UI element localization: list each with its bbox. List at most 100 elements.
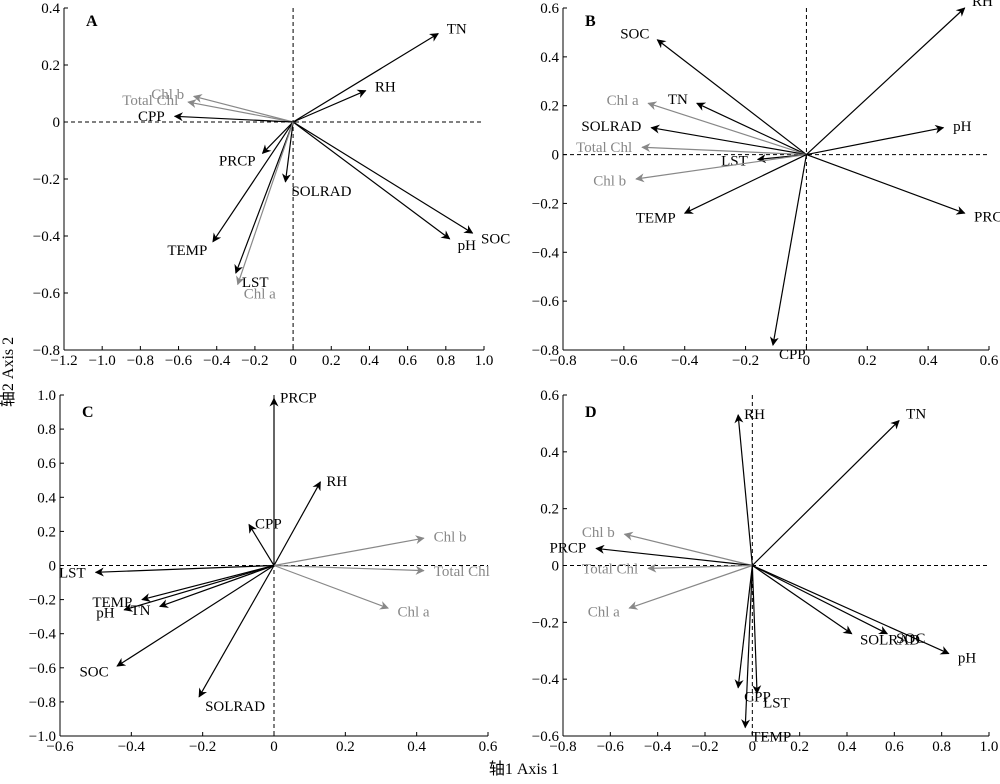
vector-label-prcp: PRCP <box>280 390 317 406</box>
vector-label-rh: RH <box>375 80 396 96</box>
vector-label-soc: SOC <box>896 631 925 647</box>
vector-label-tn: TN <box>906 407 926 423</box>
vector-label-soc: SOC <box>620 27 649 43</box>
y-tick-label: 0.8 <box>37 422 56 438</box>
vector-label-chl-a: Chl a <box>398 605 430 621</box>
vector-label-chl-b: Chl b <box>593 173 626 189</box>
x-tick-label: −1.2 <box>50 353 77 369</box>
x-tick-label: 1.0 <box>980 739 999 755</box>
y-tick-label: 0.4 <box>41 1 60 17</box>
panel-c: −0.6 −0.4 −0.2 0 0.2 0.4 0.6 −1.0 −0.8 −0.6 −0.4 −0… <box>29 388 498 755</box>
vector-label-cpp: CPP <box>255 517 282 533</box>
vector-label-solrad: SOLRAD <box>860 632 920 648</box>
vector-label-ph: pH <box>458 238 477 254</box>
vector-arrow-ph <box>752 564 950 655</box>
vector-label-soc: SOC <box>481 231 510 247</box>
x-tick-label: −0.2 <box>732 353 759 369</box>
vector-label-temp: TEMP <box>167 243 207 259</box>
x-tick-label: 0.4 <box>407 739 426 755</box>
panel-label: B <box>585 13 596 30</box>
y-tick-label: 0 <box>49 559 57 575</box>
vector-arrow-solrad <box>282 121 294 183</box>
x-tick-label: −0.2 <box>691 739 718 755</box>
vector-label-rh: RH <box>972 0 993 10</box>
vector-arrow-solrad <box>198 565 275 698</box>
y-tick-label: 0.2 <box>540 502 559 518</box>
x-tick-label: 0 <box>289 353 297 369</box>
panel-a: −1.2 −1.0 −0.8 −0.6 −0.4 −0.2 0 0.2 0.4 0.6 0.8 1.0… <box>33 1 510 369</box>
y-tick-label: 0.2 <box>41 58 60 74</box>
y-tick-label: 0 <box>552 559 560 575</box>
x-tick-label: 0 <box>803 353 811 369</box>
x-tick-label: 0.6 <box>980 353 999 369</box>
vector-label-tn: TN <box>447 21 467 37</box>
panel-label: C <box>82 404 94 421</box>
y-tick-label: −0.4 <box>532 672 560 688</box>
y-tick-label: −0.4 <box>33 229 61 245</box>
vector-arrow-temp <box>212 121 294 243</box>
y-tick-label: −0.6 <box>33 286 61 302</box>
vector-arrow-chl-a <box>647 101 807 156</box>
x-tick-label: 1.0 <box>475 353 494 369</box>
vector-label-chl-a: Chl a <box>607 93 639 109</box>
vector-label-total-chl: Total Chl <box>576 140 632 156</box>
vector-label-chl-b: Chl b <box>151 87 184 103</box>
x-tick-label: −1.0 <box>89 353 116 369</box>
vector-label-tn: TN <box>130 603 150 619</box>
vector-label-lst: LST <box>763 695 790 711</box>
y-tick-label: −0.2 <box>33 172 60 188</box>
x-tick-label: −0.4 <box>118 739 146 755</box>
vector-arrow-chl-b <box>635 153 807 183</box>
y-tick-label: −0.8 <box>532 343 559 359</box>
x-tick-label: −0.6 <box>610 353 638 369</box>
vector-arrow-cpp <box>248 523 275 566</box>
vector-label-total-chl: Total Chl <box>582 562 638 578</box>
vector-label-ph: pH <box>958 651 977 667</box>
vector-label-cpp: CPP <box>779 347 806 363</box>
vector-arrow-chl-a <box>236 121 294 286</box>
y-tick-label: 0.4 <box>37 490 56 506</box>
vector-arrow-soc <box>656 39 807 156</box>
y-tick-label: 0 <box>552 148 560 164</box>
vector-label-rh: RH <box>744 407 765 423</box>
y-tick-label: −0.6 <box>532 729 560 745</box>
vector-arrow-tn <box>159 564 275 608</box>
vector-arrow-soc <box>752 564 889 635</box>
vector-arrow-total-chl <box>273 564 425 575</box>
vector-arrow-lst <box>94 564 275 577</box>
vector-label-solrad: SOLRAD <box>581 119 641 135</box>
vector-arrow-ph <box>123 564 275 612</box>
x-tick-label: 0.8 <box>436 353 455 369</box>
vector-label-total-chl: Total Chl <box>122 93 178 109</box>
y-tick-label: 0 <box>53 115 61 131</box>
x-tick-label: 0.2 <box>336 739 355 755</box>
vector-label-solrad: SOLRAD <box>291 184 351 200</box>
figure-xlabel: 轴1 Axis 1 <box>489 760 559 778</box>
vector-arrow-tn <box>292 33 439 123</box>
vector-arrow-rh <box>292 89 367 123</box>
y-tick-label: −0.6 <box>29 661 57 677</box>
panel-b: −0.8 −0.6 −0.4 −0.2 0 0.2 0.4 0.6 −0.8 −0.6 −0.4 −0… <box>532 0 1000 369</box>
vector-arrow-tn <box>696 102 807 156</box>
x-tick-label: 0.4 <box>919 353 938 369</box>
vector-label-ph: pH <box>96 606 115 622</box>
vector-label-temp: TEMP <box>636 211 676 227</box>
vector-arrow-prcp <box>595 544 753 567</box>
x-tick-label: −0.6 <box>165 353 193 369</box>
vector-arrow-chl-b <box>192 94 294 123</box>
x-tick-label: 0.6 <box>398 353 417 369</box>
panel-label: A <box>86 13 98 30</box>
vector-label-chl-b: Chl b <box>434 529 467 545</box>
x-tick-label: −0.2 <box>241 353 268 369</box>
vector-arrow-soc <box>116 564 275 667</box>
x-tick-label: −0.4 <box>671 353 699 369</box>
vector-arrow-prcp <box>806 154 966 215</box>
vector-label-solrad: SOLRAD <box>205 699 265 715</box>
y-tick-label: −0.6 <box>532 294 560 310</box>
vector-label-prcp: PRCP <box>219 154 256 170</box>
y-tick-label: 0.6 <box>540 388 559 404</box>
y-tick-label: −1.0 <box>29 729 56 745</box>
x-tick-label: 0.4 <box>360 353 379 369</box>
x-tick-label: −0.6 <box>46 739 74 755</box>
